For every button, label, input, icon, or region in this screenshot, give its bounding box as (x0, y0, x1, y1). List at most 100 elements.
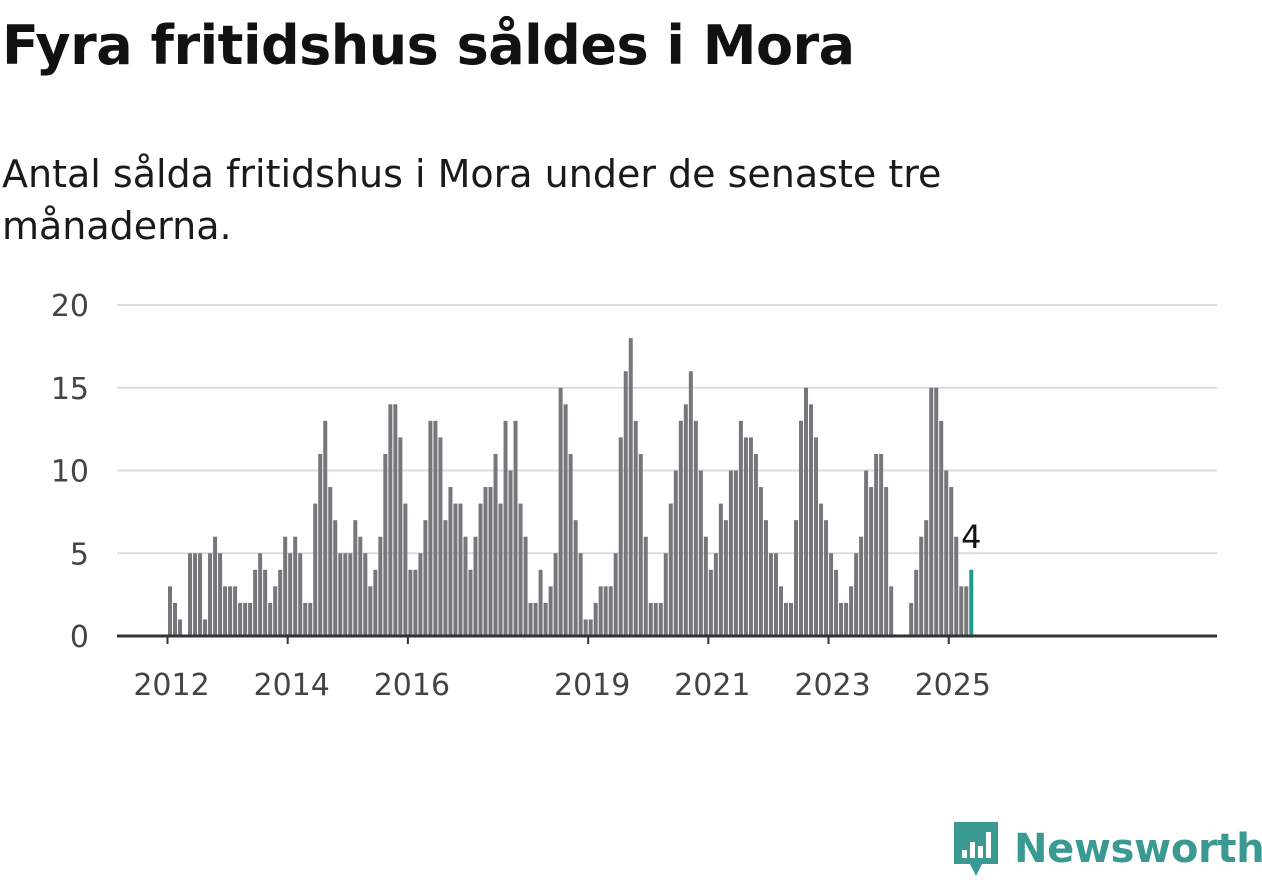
bar (478, 503, 483, 636)
bar (668, 503, 673, 636)
bar (778, 586, 783, 636)
bar (328, 487, 333, 636)
bar (753, 453, 758, 636)
bar (949, 487, 954, 636)
bar (338, 553, 343, 636)
bar (443, 520, 448, 636)
bar (208, 553, 213, 636)
bar (388, 404, 393, 636)
bar (758, 487, 763, 636)
gridlines (117, 304, 1217, 555)
bar (343, 553, 348, 636)
bar (939, 420, 944, 636)
bar (403, 503, 408, 636)
bar (718, 503, 723, 636)
bar (693, 420, 698, 636)
bar (378, 536, 383, 636)
bar-value-label: 4 (961, 518, 981, 556)
newsworthy-logo: Newsworthy (950, 818, 1262, 880)
bar (588, 619, 593, 636)
bar-highlight (969, 569, 974, 636)
x-tick-label: 2016 (374, 668, 450, 703)
bar (488, 487, 493, 636)
bar (934, 387, 939, 636)
bar (814, 437, 819, 636)
y-tick-label: 5 (70, 537, 89, 572)
bar (788, 602, 793, 636)
bar (854, 553, 859, 636)
bar (358, 536, 363, 636)
bar (318, 453, 323, 636)
bar (348, 553, 353, 636)
bar (413, 569, 418, 636)
bar (698, 470, 703, 636)
bar (874, 453, 879, 636)
bar (959, 586, 964, 636)
chart-subtitle: Antal sålda fritidshus i Mora under de s… (2, 152, 942, 248)
bar (608, 586, 613, 636)
bar (683, 404, 688, 636)
bar (453, 503, 458, 636)
bar (824, 520, 829, 636)
bar (773, 553, 778, 636)
x-tick-label: 2014 (254, 668, 330, 703)
bar (508, 470, 513, 636)
bar (643, 536, 648, 636)
bar (168, 586, 172, 636)
bar (849, 586, 854, 636)
bar (613, 553, 618, 636)
bar (618, 437, 623, 636)
bar (578, 553, 583, 636)
bar (713, 553, 718, 636)
bar (658, 602, 663, 636)
y-tick-label: 0 (70, 620, 89, 655)
bar (373, 569, 378, 636)
bar (553, 553, 558, 636)
x-tick-label: 2012 (133, 668, 209, 703)
bar (573, 520, 578, 636)
x-tick-label: 2023 (794, 668, 870, 703)
bar (193, 553, 198, 636)
bar (819, 503, 824, 636)
bar (483, 487, 488, 636)
bar (273, 586, 278, 636)
bar (809, 404, 814, 636)
bar (924, 520, 929, 636)
bar (929, 387, 934, 636)
bar (593, 602, 598, 636)
bar (628, 338, 633, 636)
bar (523, 536, 528, 636)
bar (538, 569, 543, 636)
bar (438, 437, 443, 636)
bar (268, 602, 273, 636)
bar (673, 470, 678, 636)
bar (493, 453, 498, 636)
bar (543, 602, 548, 636)
bar (648, 602, 653, 636)
bar (213, 536, 218, 636)
bar (723, 520, 728, 636)
y-tick-label: 10 (51, 455, 89, 490)
bar (188, 553, 193, 636)
bar (839, 602, 844, 636)
bar (463, 536, 468, 636)
bar (528, 602, 533, 636)
bar (278, 569, 283, 636)
labels: 0 5 10 15 20 4 2012 2014 2016 2019 2021 2023 2025 (51, 289, 991, 703)
x-tick-label: 2019 (554, 668, 630, 703)
bar (954, 536, 959, 636)
bar (738, 420, 743, 636)
bar (473, 536, 478, 636)
brand-name: Newsworthy (1014, 826, 1262, 872)
bar (298, 553, 303, 636)
x-tick-label: 2021 (674, 668, 750, 703)
bar (238, 602, 243, 636)
bar (889, 586, 894, 636)
bar (783, 602, 788, 636)
bar (363, 553, 368, 636)
bar (323, 420, 328, 636)
y-tick-label: 20 (51, 289, 89, 324)
bar (804, 387, 809, 636)
bar (198, 553, 203, 636)
